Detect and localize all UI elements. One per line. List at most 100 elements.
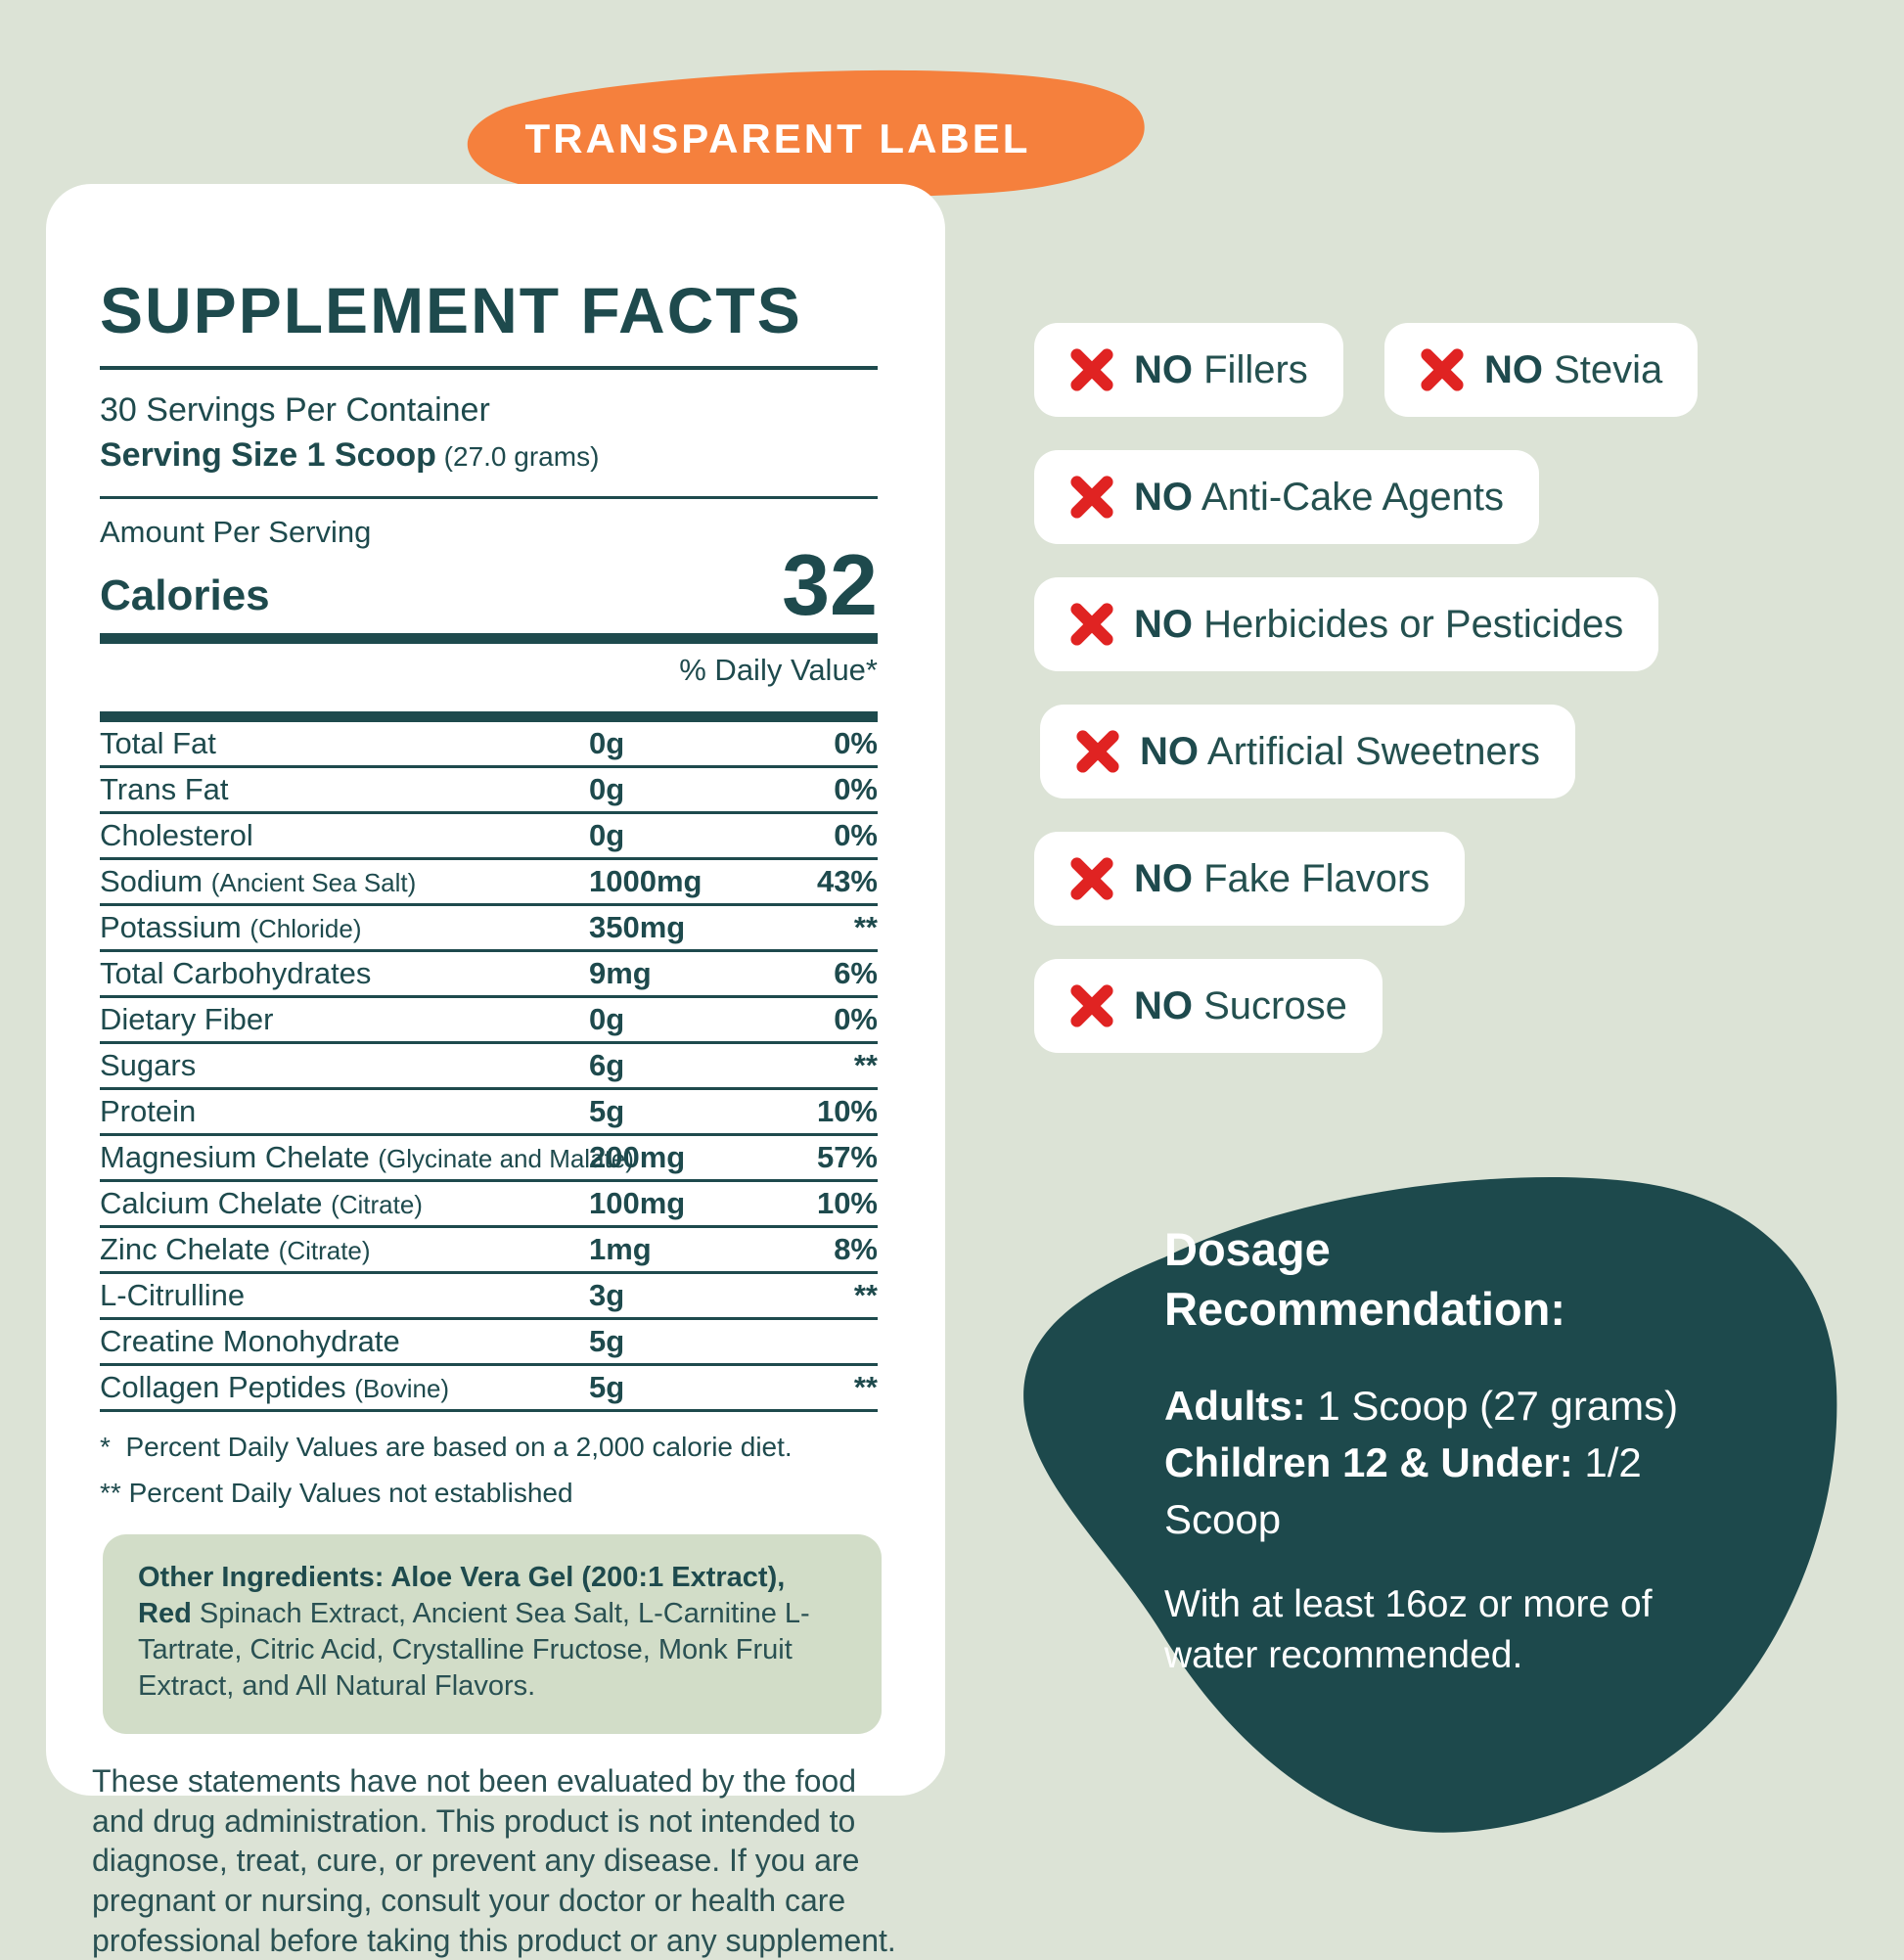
nutrient-amount: 350mg [589, 909, 686, 944]
nutrient-name: Protein [100, 1093, 197, 1128]
dosage-adults-label: Adults: [1164, 1383, 1306, 1430]
dosage-children-label: Children 12 & Under: [1164, 1439, 1573, 1486]
supplement-label-page: TRANSPARENT LABEL SUPPLEMENT FACTS 30 Se… [46, 69, 1844, 1958]
nutrient-amount: 100mg [589, 1185, 686, 1220]
nutrient-daily-value: 10% [816, 1093, 878, 1128]
nutrient-amount: 0g [589, 771, 625, 806]
nutrient-amount: 0g [589, 1001, 625, 1036]
nutrient-amount: 1mg [589, 1231, 652, 1266]
nutrient-daily-value: 0% [834, 817, 878, 852]
nutrient-name: Dietary Fiber [100, 1001, 274, 1036]
dosage-adults-value: 1 Scoop (27 grams) [1305, 1383, 1679, 1430]
badge-text: NO Sucrose [1134, 983, 1347, 1027]
thick-bar-top [100, 632, 878, 644]
badge-text: NO Fillers [1134, 347, 1308, 391]
nutrition-table: Total Fat 0g 0% Trans Fat 0g 0% Choleste… [100, 722, 878, 1412]
nutrient-daily-value: ** [853, 1369, 878, 1404]
nutrient-name: Sodium (Ancient Sea Salt) [100, 863, 417, 898]
supplement-facts-card: SUPPLEMENT FACTS 30 Servings Per Contain… [46, 184, 945, 1958]
table-row: Dietary Fiber 0g 0% [100, 998, 878, 1044]
table-row: Protein 5g 10% [100, 1090, 878, 1136]
calories-label: Calories [100, 571, 270, 620]
dosage-children-value: 1/2 Scoop [1164, 1439, 1642, 1543]
footnote-not-established: ** Percent Daily Values not established [100, 1477, 573, 1508]
nutrient-daily-value: 0% [834, 725, 878, 760]
nutrient-amount: 0g [589, 817, 625, 852]
title-rule [100, 366, 878, 370]
nutrient-daily-value: 8% [834, 1231, 878, 1266]
nutrient-daily-value: 0% [834, 1001, 878, 1036]
other-ingredients-box: Other Ingredients: Aloe Vera Gel (200:1 … [103, 1533, 882, 1735]
nutrient-name: Creatine Monohydrate [100, 1323, 400, 1358]
nutrient-amount: 9mg [589, 955, 652, 990]
badge-text: NO Artificial Sweetners [1140, 729, 1541, 773]
nutrient-daily-value: 10% [816, 1185, 878, 1220]
nutrient-name: Magnesium Chelate (Glycinate and Malate) [100, 1139, 634, 1174]
fda-disclaimer: These statements have not been evaluated… [92, 1763, 896, 1958]
red-x-icon [1070, 984, 1113, 1027]
nutrient-amount: 1000mg [589, 863, 703, 898]
nutrient-amount: 5g [589, 1323, 625, 1358]
table-row: Total Fat 0g 0% [100, 722, 878, 768]
table-row: Total Carbohydrates 9mg 6% [100, 952, 878, 998]
table-row: Sodium (Ancient Sea Salt) 1000mg 43% [100, 860, 878, 906]
no-badge: NO Sucrose [1034, 959, 1383, 1053]
table-row: Collagen Peptides (Bovine) 5g ** [100, 1366, 878, 1412]
nutrient-name: Calcium Chelate (Citrate) [100, 1185, 423, 1220]
nutrient-amount: 5g [589, 1093, 625, 1128]
badge-text: NO Anti-Cake Agents [1134, 475, 1504, 519]
other-ingredients-lead: Other Ingredients: Aloe Vera Gel (200:1 … [138, 1561, 786, 1629]
serving-size-label: Serving Size 1 Scoop [100, 436, 436, 474]
dosage-water-note: With at least 16oz or more of water reco… [1164, 1583, 1653, 1676]
footnote-daily-values: * Percent Daily Values are based on a 2,… [100, 1431, 793, 1462]
no-badge: NO Fake Flavors [1034, 832, 1466, 926]
nutrient-amount: 5g [589, 1369, 625, 1404]
badge-text: NO Stevia [1484, 347, 1663, 391]
nutrient-amount: 0g [589, 725, 625, 760]
no-badge: NO Anti-Cake Agents [1034, 450, 1539, 544]
table-row: Sugars 6g ** [100, 1044, 878, 1090]
no-badge: NO Herbicides or Pesticides [1034, 577, 1659, 671]
nutrient-daily-value: 6% [834, 955, 878, 990]
nutrient-daily-value: ** [853, 1047, 878, 1082]
calories-row: Calories 32 [100, 536, 878, 633]
serving-size-line: Serving Size 1 Scoop (27.0 grams) [100, 436, 878, 475]
nutrient-name: Total Fat [100, 725, 216, 760]
servings-per-container: 30 Servings Per Container [100, 391, 490, 429]
no-badge: NO Fillers [1034, 323, 1343, 417]
table-row: Magnesium Chelate (Glycinate and Malate)… [100, 1136, 878, 1182]
serving-rule [100, 496, 878, 499]
table-row: L-Citrulline 3g ** [100, 1274, 878, 1320]
nutrient-name: Collagen Peptides (Bovine) [100, 1369, 450, 1404]
table-row: Zinc Chelate (Citrate) 1mg 8% [100, 1228, 878, 1274]
serving-size-detail: (27.0 grams) [435, 441, 600, 472]
nutrient-daily-value: 43% [816, 863, 878, 898]
table-row: Potassium (Chloride) 350mg ** [100, 906, 878, 952]
calories-value: 32 [782, 536, 878, 633]
dosage-content: Dosage Recommendation: Adults: 1 Scoop (… [1164, 1219, 1766, 1680]
dosage-adults-line: Adults: 1 Scoop (27 grams) [1164, 1378, 1766, 1435]
table-row: Calcium Chelate (Citrate) 100mg 10% [100, 1182, 878, 1228]
red-x-icon [1076, 730, 1119, 773]
nutrient-daily-value: 57% [816, 1139, 878, 1174]
red-x-icon [1070, 348, 1113, 391]
badge-text: NO Fake Flavors [1134, 856, 1430, 900]
nutrient-daily-value: ** [853, 1277, 878, 1312]
no-badge: NO Stevia [1384, 323, 1699, 417]
dosage-recommendation-blob: Dosage Recommendation: Adults: 1 Scoop (… [1018, 1164, 1844, 1845]
red-x-icon [1070, 603, 1113, 646]
no-badge: NO Artificial Sweetners [1040, 705, 1576, 798]
nutrient-name: L-Citrulline [100, 1277, 246, 1312]
nutrient-amount: 6g [589, 1047, 625, 1082]
banner-blob-shape [467, 69, 1145, 199]
nutrient-daily-value: 0% [834, 771, 878, 806]
nutrient-name: Sugars [100, 1047, 197, 1082]
nutrient-amount: 200mg [589, 1139, 686, 1174]
nutrient-amount: 3g [589, 1277, 625, 1312]
thick-bar-bottom [100, 710, 878, 722]
nutrient-name: Zinc Chelate (Citrate) [100, 1231, 371, 1266]
badge-text: NO Herbicides or Pesticides [1134, 602, 1624, 646]
table-row: Trans Fat 0g 0% [100, 768, 878, 814]
red-x-icon [1070, 857, 1113, 900]
table-row: Cholesterol 0g 0% [100, 814, 878, 860]
